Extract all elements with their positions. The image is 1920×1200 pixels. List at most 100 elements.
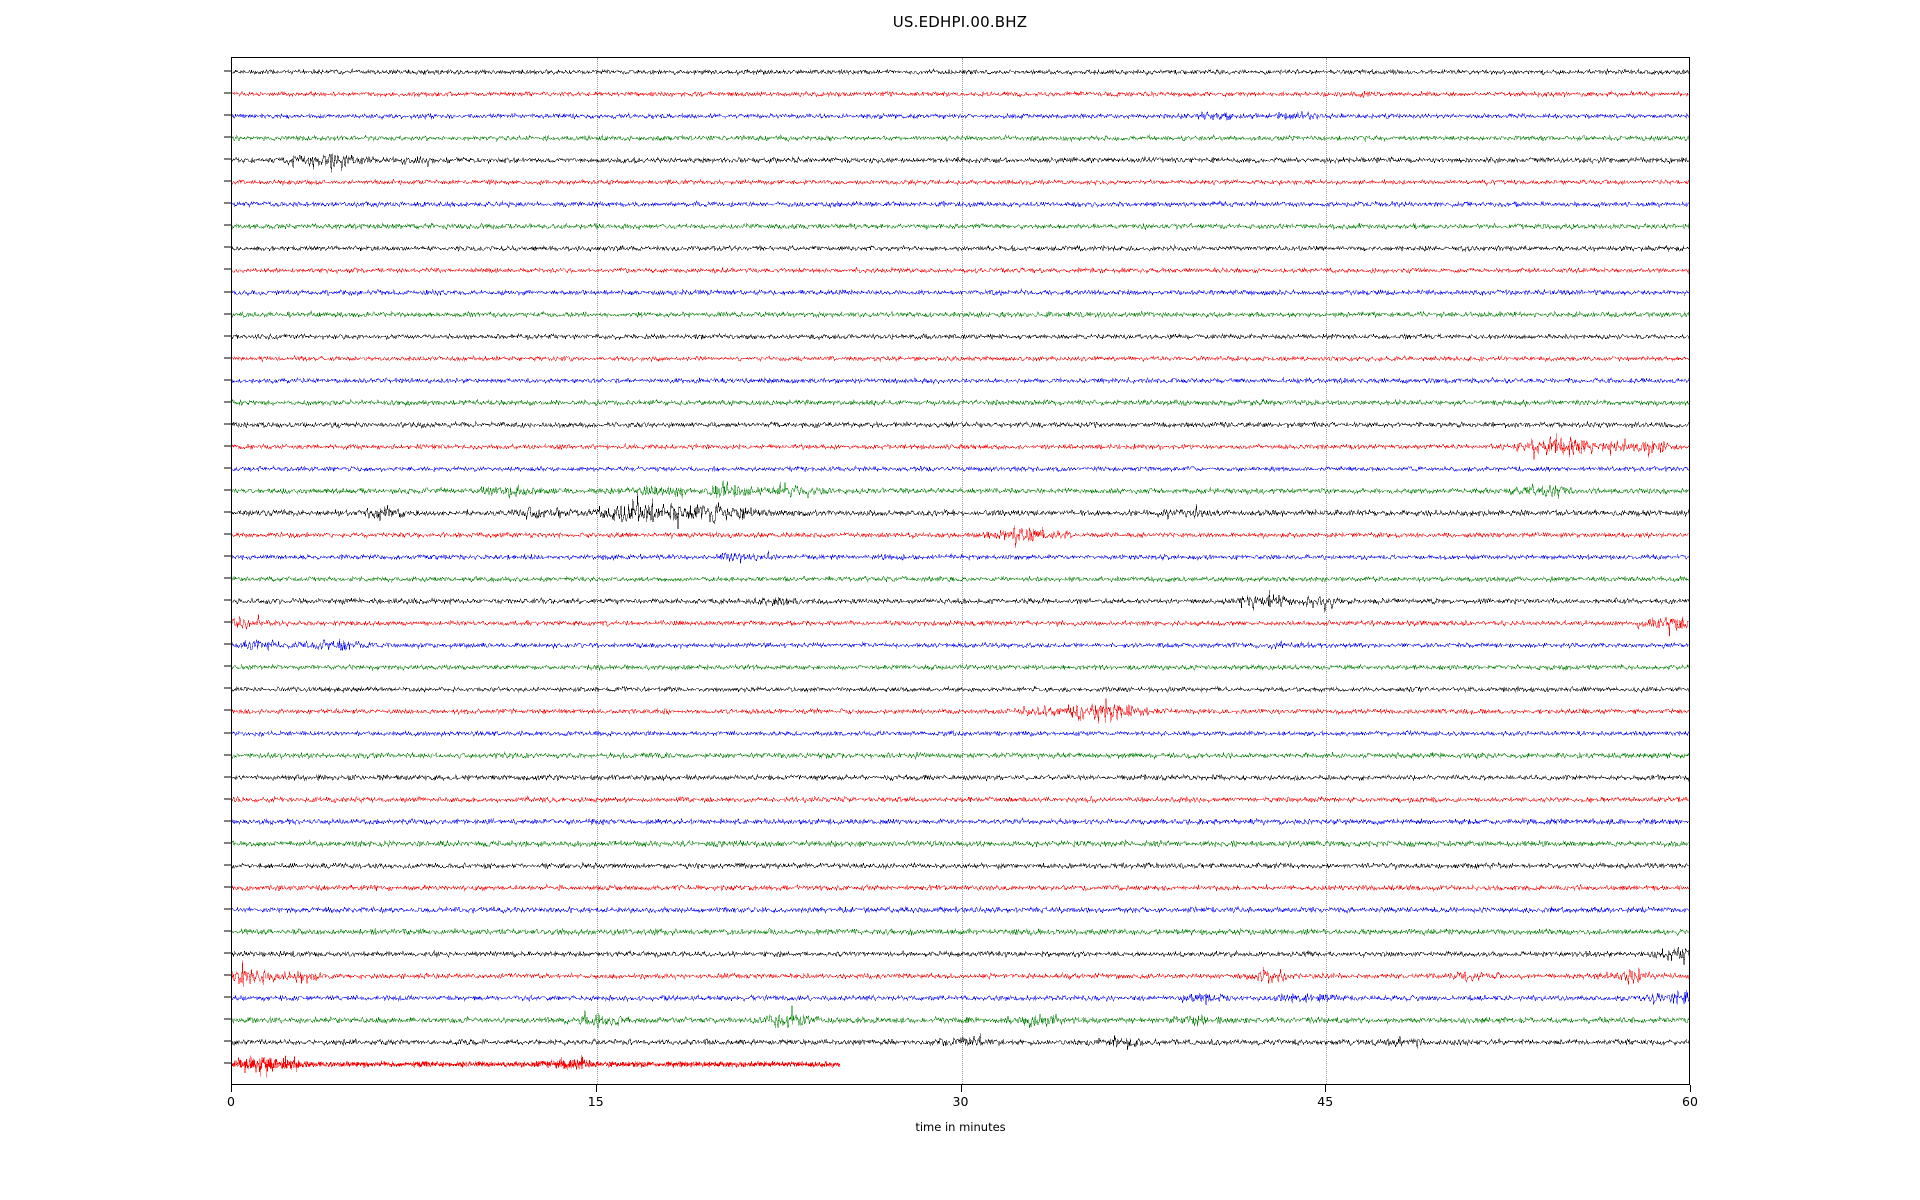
trace-path	[232, 663, 1689, 672]
y-tick-mark-6	[224, 202, 231, 204]
trace-row-3	[232, 134, 1689, 143]
x-tick-mark-15	[595, 1085, 597, 1092]
y-axis: 00:00:0001:00:0002:00:0003:00:0004:00:00…	[0, 0, 231, 1200]
trace-path	[232, 178, 1689, 186]
trace-path	[232, 698, 1689, 724]
y-tick-mark-34	[224, 820, 231, 822]
trace-row-38	[232, 905, 1689, 914]
trace-path	[232, 134, 1689, 143]
y-tick-mark-22	[224, 555, 231, 557]
trace-row-24	[232, 590, 1689, 613]
plot-area[interactable]	[231, 57, 1690, 1085]
trace-path	[232, 398, 1689, 407]
trace-path	[232, 310, 1689, 319]
trace-path	[232, 795, 1689, 804]
x-tick-label-60: 60	[1682, 1094, 1698, 1109]
trace-path	[232, 433, 1689, 460]
trace-path	[232, 244, 1689, 253]
y-tick-mark-2	[224, 114, 231, 116]
y-tick-mark-0	[224, 70, 231, 72]
trace-row-43	[232, 1005, 1689, 1029]
trace-row-0	[232, 68, 1689, 76]
trace-row-35	[232, 839, 1689, 849]
trace-row-39	[232, 927, 1689, 937]
x-tick-label-15: 15	[587, 1094, 604, 1109]
trace-row-9	[232, 266, 1689, 275]
y-tick-mark-29	[224, 709, 231, 711]
x-tick-mark-60	[1690, 1085, 1691, 1092]
trace-path	[232, 1033, 1689, 1050]
trace-path	[232, 751, 1689, 760]
x-tick-mark-0	[231, 1085, 232, 1092]
trace-row-10	[232, 288, 1689, 297]
trace-row-25	[232, 614, 1689, 637]
trace-row-21	[232, 525, 1689, 549]
trace-row-19	[232, 480, 1689, 499]
trace-path	[232, 288, 1689, 297]
trace-path	[232, 376, 1689, 385]
trace-row-27	[232, 663, 1689, 672]
y-tick-mark-35	[224, 842, 231, 844]
y-tick-mark-10	[224, 291, 231, 292]
y-tick-mark-20	[224, 511, 231, 513]
trace-row-44	[232, 1033, 1689, 1050]
trace-path	[232, 861, 1689, 871]
trace-path	[232, 110, 1689, 121]
y-tick-mark-4	[224, 158, 231, 160]
trace-path	[232, 222, 1689, 231]
trace-row-37	[232, 883, 1689, 892]
y-tick-mark-31	[224, 754, 231, 756]
y-tick-mark-25	[224, 621, 231, 623]
trace-row-2	[232, 110, 1689, 121]
y-tick-mark-12	[224, 335, 231, 337]
y-tick-mark-32	[224, 776, 231, 778]
y-tick-mark-45	[224, 1062, 231, 1064]
trace-path	[232, 773, 1689, 782]
trace-path	[232, 465, 1689, 473]
trace-path	[232, 817, 1689, 826]
trace-path	[232, 1054, 841, 1078]
y-tick-mark-44	[224, 1040, 231, 1042]
y-tick-mark-40	[224, 952, 231, 954]
trace-path	[232, 525, 1689, 549]
trace-path	[232, 575, 1689, 583]
trace-path	[232, 685, 1689, 694]
trace-row-20	[232, 492, 1689, 529]
trace-row-23	[232, 575, 1689, 583]
trace-path	[232, 839, 1689, 849]
trace-row-36	[232, 861, 1689, 871]
y-tick-mark-5	[224, 180, 231, 182]
trace-row-32	[232, 773, 1689, 782]
y-tick-mark-3	[224, 136, 231, 138]
y-tick-mark-21	[224, 533, 231, 535]
trace-path	[232, 90, 1689, 99]
trace-row-12	[232, 332, 1689, 341]
trace-path	[232, 590, 1689, 613]
trace-row-7	[232, 222, 1689, 231]
trace-row-5	[232, 178, 1689, 186]
y-tick-mark-37	[224, 886, 231, 888]
trace-row-40	[232, 947, 1689, 965]
trace-row-42	[232, 989, 1689, 1005]
y-tick-mark-27	[224, 665, 231, 667]
trace-path	[232, 68, 1689, 76]
trace-path	[232, 1005, 1689, 1029]
x-tick-label-30: 30	[952, 1094, 969, 1109]
trace-row-8	[232, 244, 1689, 253]
y-tick-mark-7	[224, 224, 231, 226]
x-tick-label-0: 0	[227, 1094, 235, 1109]
y-tick-mark-26	[224, 643, 231, 645]
trace-path	[232, 883, 1689, 892]
y-tick-mark-16	[224, 423, 231, 425]
trace-row-1	[232, 90, 1689, 99]
gridline-x-45	[1326, 58, 1328, 1084]
x-tick-mark-30	[960, 1085, 962, 1092]
y-tick-mark-23	[224, 577, 231, 579]
trace-row-22	[232, 550, 1689, 564]
trace-row-15	[232, 398, 1689, 407]
trace-row-45	[232, 1054, 841, 1078]
y-tick-mark-13	[224, 357, 231, 359]
trace-row-31	[232, 751, 1689, 760]
trace-layer	[232, 58, 1689, 1084]
x-axis-title: time in minutes	[915, 1120, 1006, 1134]
